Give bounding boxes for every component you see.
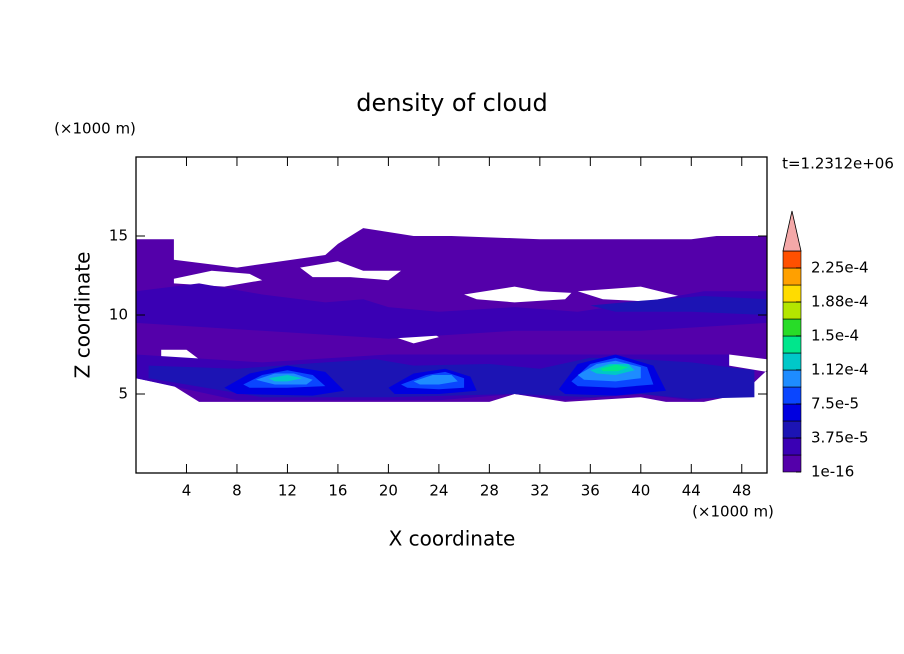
colorbar-band bbox=[782, 403, 802, 422]
x-tick-label: 40 bbox=[631, 482, 650, 500]
colorbar-band bbox=[782, 437, 802, 456]
colorbar-band bbox=[782, 454, 802, 473]
time-label: t=1.2312e+06 bbox=[782, 155, 894, 173]
x-tick-label: 32 bbox=[530, 482, 549, 500]
colorbar-tick-label: 7.5e-5 bbox=[811, 395, 859, 413]
y-tick-label: 10 bbox=[109, 306, 128, 324]
contour-region bbox=[268, 375, 303, 382]
colorbar-band bbox=[782, 369, 802, 388]
x-tick-label: 8 bbox=[232, 482, 242, 500]
contour-region bbox=[590, 296, 767, 315]
y-tick-label: 15 bbox=[109, 227, 128, 245]
colorbar-band bbox=[782, 301, 802, 320]
colorbar-tick-label: 1.12e-4 bbox=[811, 361, 869, 379]
colorbar-tick-label: 2.25e-4 bbox=[811, 259, 869, 277]
x-tick-label: 24 bbox=[429, 482, 448, 500]
colorbar-band bbox=[782, 284, 802, 303]
x-axis-title: X coordinate bbox=[389, 527, 516, 551]
colorbar-band bbox=[782, 267, 802, 286]
x-tick-label: 28 bbox=[480, 482, 499, 500]
colorbar-tick-label: 1.5e-4 bbox=[811, 327, 859, 345]
axes: 4 8 12 16 20 24 28 32 36 40 44 48510151e-163.75e-57… bbox=[109, 156, 869, 500]
colorbar-band bbox=[782, 386, 802, 405]
chart-title: density of cloud bbox=[356, 89, 547, 117]
contour-field bbox=[136, 228, 767, 402]
contour-region bbox=[600, 364, 629, 372]
x-tick-label: 20 bbox=[379, 482, 398, 500]
contour-region bbox=[136, 283, 767, 339]
x-tick-label: 36 bbox=[581, 482, 600, 500]
colorbar-band bbox=[782, 250, 802, 269]
colorbar-over bbox=[782, 210, 802, 252]
colorbar-tick-label: 1e-16 bbox=[811, 463, 854, 481]
colorbar-band bbox=[782, 335, 802, 354]
colorbar-band bbox=[782, 352, 802, 371]
x-tick-label: 4 bbox=[182, 482, 192, 500]
colorbar-band bbox=[782, 420, 802, 439]
x-unit: (×1000 m) bbox=[692, 503, 774, 521]
y-axis-title: Z coordinate bbox=[71, 252, 95, 379]
contour-region bbox=[413, 375, 458, 385]
x-tick-label: 44 bbox=[682, 482, 701, 500]
x-tick-label: 12 bbox=[278, 482, 297, 500]
colorbar-tick-label: 1.88e-4 bbox=[811, 293, 869, 311]
colorbar-tick-label: 3.75e-5 bbox=[811, 429, 869, 447]
y-unit: (×1000 m) bbox=[54, 120, 136, 138]
x-tick-label: 16 bbox=[328, 482, 347, 500]
y-tick-label: 5 bbox=[118, 385, 128, 403]
colorbar-band bbox=[782, 318, 802, 337]
x-tick-label: 48 bbox=[732, 482, 751, 500]
